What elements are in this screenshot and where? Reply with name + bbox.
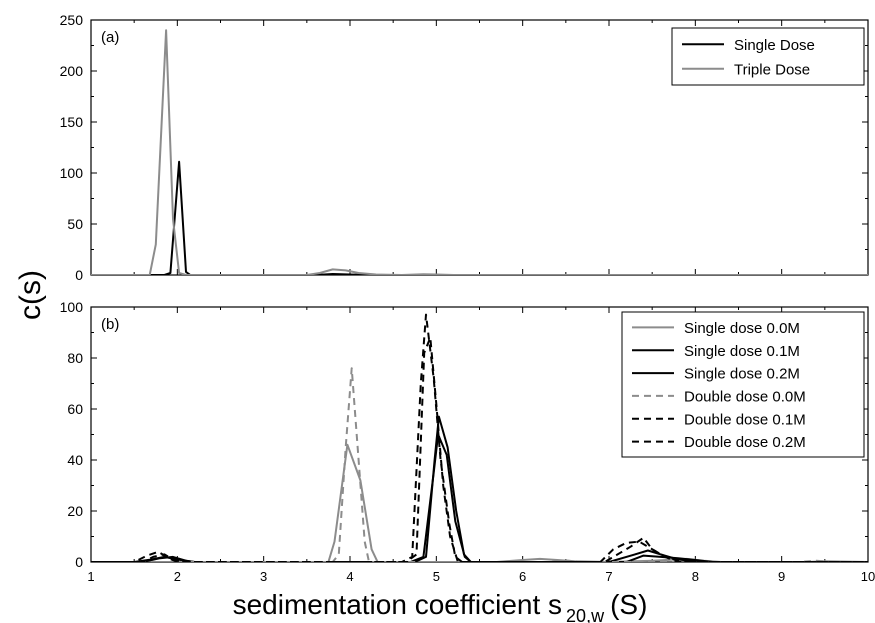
series-line [91,160,868,275]
x-tick-label: 8 [692,569,699,584]
y-tick-label: 80 [67,350,83,366]
x-tick-label: 1 [87,569,94,584]
y-tick-label: 0 [75,267,83,283]
x-axis-label: sedimentation coefficient s 20,w (S) [233,589,648,623]
series-group [91,29,868,275]
x-axis-label-sub: 20,w [566,606,605,623]
series-line [91,313,868,562]
legend-label: Triple Dose [734,61,810,78]
y-tick-label: 50 [67,216,83,232]
legend-label: Double dose 0.1M [684,411,806,428]
y-tick-label: 40 [67,452,83,468]
x-tick-label: 9 [778,569,785,584]
panel-a: 0 50 100 150 200 250 (a) Single Dose Triple Dose [60,12,869,283]
y-tick-label: 100 [60,299,84,315]
panel-label: (a) [101,29,119,46]
y-tick-label: 60 [67,401,83,417]
y-axis-label: c(s) [14,270,47,320]
y-tick-label: 150 [60,114,84,130]
x-tick-label: 10 [861,569,875,584]
legend-label: Double dose 0.2M [684,434,806,451]
x-tick-label: 5 [433,569,440,584]
legend-label: Double dose 0.0M [684,388,806,405]
legend-label: Single Dose [734,37,815,54]
legend-box [621,311,865,458]
legend-label: Single dose 0.2M [684,366,800,383]
y-tick-label: 20 [67,503,83,519]
x-tick-label: 6 [519,569,526,584]
x-tick-label: 7 [605,569,612,584]
legend-label: Single dose 0.1M [684,343,800,360]
legend-label: Single dose 0.0M [684,320,800,337]
series-line [91,29,868,275]
series-line [91,415,868,562]
y-tick-label: 250 [60,12,84,28]
series-line [91,336,868,562]
y-tick-label: 0 [75,554,83,570]
legend-box [671,27,865,86]
series-group [91,313,868,562]
panel-label: (b) [101,316,119,333]
y-tick-label: 200 [60,63,84,79]
y-tick-label: 100 [60,165,84,181]
x-axis-label-unit: (S) [610,589,647,620]
x-tick-label: 3 [260,569,267,584]
x-tick-label: 4 [346,569,353,584]
series-line [91,443,868,562]
x-tick-label: 2 [174,569,181,584]
x-axis-label-main: sedimentation coefficient s [233,589,562,620]
